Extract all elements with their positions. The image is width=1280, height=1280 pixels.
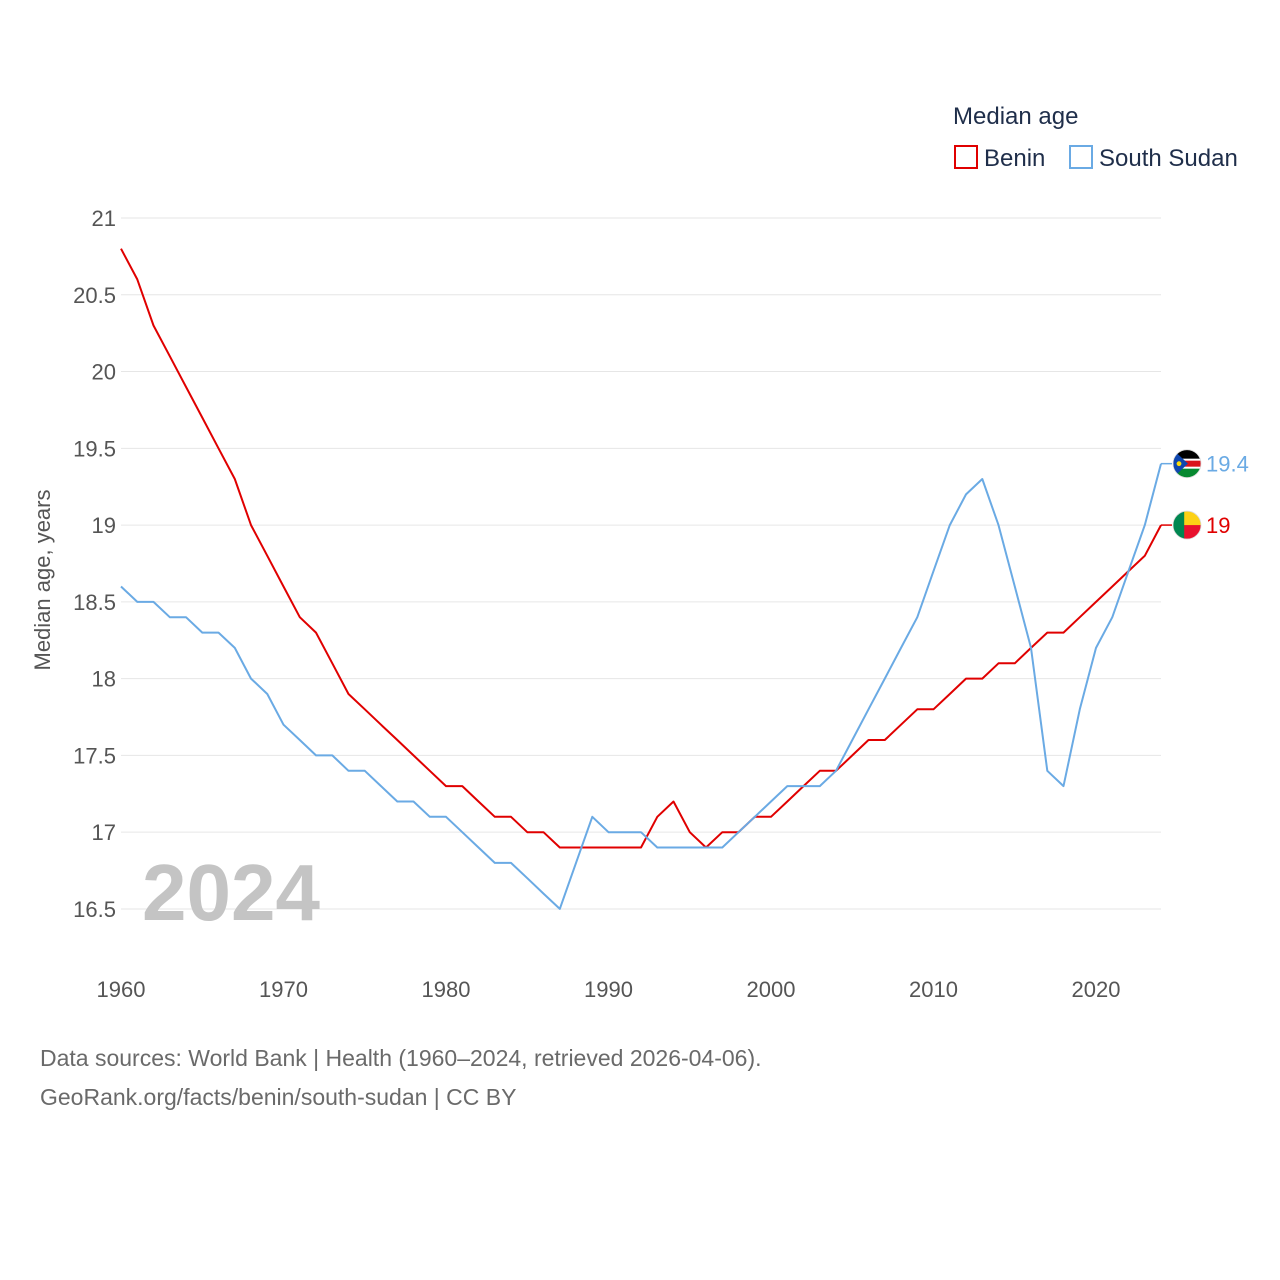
x-tick-label: 2020 — [1072, 977, 1121, 1002]
y-tick-label: 19.5 — [73, 436, 116, 461]
attribution-text: GeoRank.org/facts/benin/south-sudan | CC… — [40, 1084, 517, 1110]
x-tick-label: 1960 — [97, 977, 146, 1002]
y-tick-label: 20 — [92, 360, 116, 385]
legend-title: Median age — [953, 103, 1078, 130]
y-tick-label: 19 — [92, 513, 116, 538]
series-line-south-sudan — [120, 463, 1162, 910]
legend-item-south-sudan[interactable]: South Sudan — [1069, 145, 1238, 172]
legend-swatch-south-sudan — [1069, 145, 1093, 169]
y-axis-title: Median age, years — [30, 490, 55, 671]
end-value-label-south-sudan: 19.4 — [1206, 452, 1249, 477]
x-tick-label: 1990 — [584, 977, 633, 1002]
year-watermark: 2024 — [142, 848, 320, 937]
benin-flag-icon — [1172, 510, 1202, 540]
series-line-benin — [120, 248, 1162, 849]
x-tick-label: 2000 — [747, 977, 796, 1002]
y-axis: 16.5 17 17.5 18 18.5 19 19.5 20 20.5 21 — [73, 206, 116, 922]
y-tick-label: 20.5 — [73, 283, 116, 308]
legend: Median age Benin South Sudan — [953, 103, 1238, 172]
y-tick-label: 18.5 — [73, 590, 116, 615]
y-tick-label: 16.5 — [73, 897, 116, 922]
legend-item-benin[interactable]: Benin — [954, 145, 1045, 172]
y-tick-label: 17.5 — [73, 743, 116, 768]
legend-swatch-benin — [954, 145, 978, 169]
y-tick-label: 21 — [92, 206, 116, 231]
y-tick-label: 18 — [92, 667, 116, 692]
legend-label-south-sudan: South Sudan — [1099, 145, 1238, 172]
data-sources-text: Data sources: World Bank | Health (1960–… — [40, 1045, 762, 1071]
x-tick-label: 1980 — [422, 977, 471, 1002]
x-tick-label: 1970 — [259, 977, 308, 1002]
x-axis: 1960 1970 1980 1990 2000 2010 2020 — [97, 977, 1121, 1002]
series-group — [120, 248, 1162, 910]
grid — [121, 217, 1161, 910]
end-markers: 19 19.4 — [1161, 449, 1249, 540]
south-sudan-flag-icon — [1172, 449, 1202, 479]
x-tick-label: 2010 — [909, 977, 958, 1002]
end-value-label-benin: 19 — [1206, 513, 1230, 538]
legend-label-benin: Benin — [984, 145, 1045, 172]
y-tick-label: 17 — [92, 820, 116, 845]
